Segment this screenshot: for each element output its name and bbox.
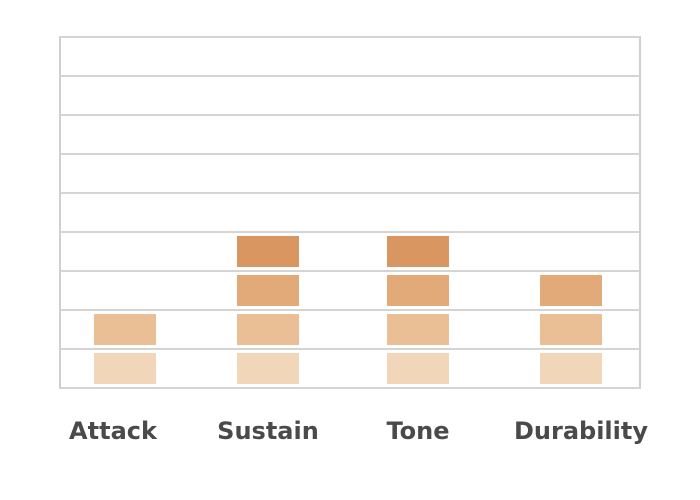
x-tick-label: Sustain <box>217 417 319 445</box>
bar-block <box>387 275 449 306</box>
bar-block <box>94 314 156 345</box>
bar <box>387 236 449 384</box>
bar-block <box>387 314 449 345</box>
bar-block <box>237 314 299 345</box>
bar-block <box>94 353 156 384</box>
bar-block <box>237 353 299 384</box>
x-tick-label: Attack <box>69 417 158 445</box>
bar <box>94 314 156 384</box>
bar-block <box>540 275 602 306</box>
bar-block <box>237 236 299 267</box>
x-tick-label: Durability <box>514 417 648 445</box>
bar-block <box>237 275 299 306</box>
x-tick-label: Tone <box>386 417 449 445</box>
bar <box>237 236 299 384</box>
bar-block <box>540 353 602 384</box>
bar-block <box>387 236 449 267</box>
bar <box>540 275 602 384</box>
bar-block <box>540 314 602 345</box>
bar-block <box>387 353 449 384</box>
